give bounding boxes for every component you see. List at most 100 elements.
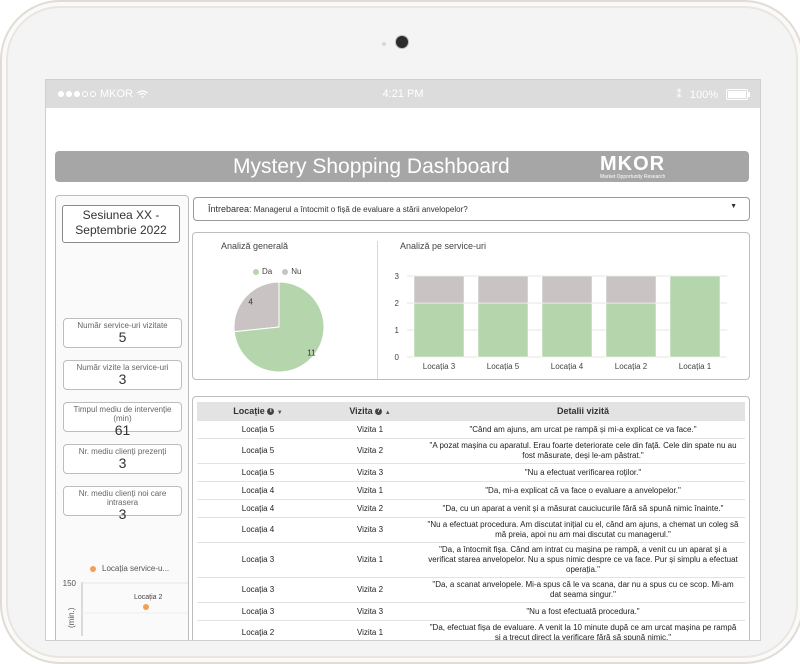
session-selector[interactable]: Sesiunea XX - Septembrie 2022 bbox=[62, 205, 180, 243]
page-title: Mystery Shopping Dashboard bbox=[233, 155, 510, 178]
question-dropdown[interactable]: Întrebarea: Managerul a întocmit o fișă … bbox=[193, 197, 750, 221]
x-tick-label: Locația 3 bbox=[423, 362, 456, 371]
legend-label-da: Da bbox=[262, 267, 273, 276]
help-icon[interactable]: ? bbox=[375, 408, 383, 416]
bar-segment-nu[interactable] bbox=[541, 275, 593, 304]
cell-visit: Vizita 3 bbox=[319, 463, 421, 482]
table-row[interactable]: Locația 3 Vizita 2 "Da, a scanat anvelopel… bbox=[197, 577, 745, 603]
header-label: Detalii vizită bbox=[556, 406, 610, 416]
details-table-panel: Locație i ▼ Vizita ? ▲ Detalii vizită bbox=[192, 396, 750, 640]
logo-mark: MKOR bbox=[600, 153, 666, 175]
cell-details: "Da, a întocmit fișa. Când am intrat cu … bbox=[421, 542, 745, 578]
legend-swatch bbox=[282, 268, 289, 275]
cell-visit: Vizita 3 bbox=[319, 602, 421, 621]
kpi-value: 61 bbox=[114, 422, 131, 438]
front-sensor bbox=[382, 42, 386, 46]
sidebar: Sesiunea XX - Septembrie 2022 Număr serv… bbox=[55, 195, 189, 640]
cell-details: "Nu a fost efectuată procedura." bbox=[421, 602, 745, 621]
info-icon[interactable]: i bbox=[267, 408, 275, 416]
kpi-card: Timpul mediu de intervenție (min) 61 bbox=[63, 402, 182, 438]
x-tick-label: Locația 5 bbox=[487, 362, 520, 371]
cell-location: Locația 3 bbox=[197, 542, 319, 578]
wifi-icon bbox=[137, 90, 148, 98]
cell-location: Locația 4 bbox=[197, 481, 319, 500]
kpi-card: Număr service-uri vizitate 5 bbox=[63, 318, 182, 348]
bar-segment-da[interactable] bbox=[413, 302, 465, 358]
pie-value-label: 4 bbox=[248, 297, 253, 306]
bar-segment-da[interactable] bbox=[477, 302, 529, 358]
cell-details: "Nu a efectuat procedura. Am discutat in… bbox=[421, 517, 745, 543]
kpi-label: Număr vizite la service-uri bbox=[76, 363, 169, 372]
cell-details: "Da, mi-a explicat că va face o evaluare… bbox=[421, 481, 745, 500]
column-header-visit[interactable]: Vizita ? ▲ bbox=[319, 402, 421, 421]
kpi-card: Număr vizite la service-uri 3 bbox=[63, 360, 182, 390]
battery-label: 100% bbox=[689, 88, 718, 101]
table-row[interactable]: Locația 5 Vizita 3 "Nu a efectuat verifica… bbox=[197, 463, 745, 482]
kpi-card: Nr. mediu clienți noi care intrasera 3 bbox=[63, 486, 182, 522]
table-row[interactable]: Locația 5 Vizita 1 "Când am ajuns, am urca… bbox=[197, 420, 745, 439]
mini-ytick: 150 bbox=[63, 579, 77, 588]
table-header-row: Locație i ▼ Vizita ? ▲ Detalii vizită bbox=[197, 402, 745, 421]
carrier-label: MKOR bbox=[100, 88, 133, 100]
mini-chart-legend: Locația service-u... bbox=[90, 564, 169, 573]
cell-location: Locația 2 bbox=[197, 620, 319, 640]
column-header-location[interactable]: Locație i ▼ bbox=[197, 402, 319, 421]
kpi-value: 3 bbox=[118, 506, 127, 522]
dropdown-caret-icon[interactable]: ▼ bbox=[730, 203, 737, 210]
details-table: Locație i ▼ Vizita ? ▲ Detalii vizită bbox=[197, 402, 745, 640]
table-row[interactable]: Locația 4 Vizita 2 "Da, cu un aparat a ven… bbox=[197, 499, 745, 518]
x-tick-label: Locația 4 bbox=[551, 362, 584, 371]
kpi-label: Nr. mediu clienți noi care intrasera bbox=[78, 489, 167, 507]
cell-visit: Vizita 2 bbox=[319, 577, 421, 603]
question-label: Întrebarea: bbox=[208, 204, 252, 214]
legend-item-da[interactable]: Da bbox=[253, 267, 272, 276]
signal-icon bbox=[58, 91, 96, 97]
cell-details: "Nu a efectuat verificarea roților." bbox=[421, 463, 745, 482]
table-row[interactable]: Locația 2 Vizita 1 "Da, efectuat fișa de e… bbox=[197, 620, 745, 640]
sort-down-icon[interactable]: ▼ bbox=[276, 410, 283, 416]
cell-location: Locația 3 bbox=[197, 602, 319, 621]
kpi-card: Nr. mediu clienți prezenți 3 bbox=[63, 444, 182, 474]
cell-visit: Vizita 1 bbox=[319, 481, 421, 500]
bar-chart-title: Analiză pe service-uri bbox=[400, 241, 487, 251]
mini-scatter-chart: 150 (min.) Locația 2 bbox=[63, 579, 188, 636]
charts-panel: Analiză generală Analiză pe service-uri … bbox=[192, 232, 750, 380]
question-value: Managerul a întocmit o fișă de evaluare … bbox=[253, 205, 468, 214]
cell-visit: Vizita 2 bbox=[319, 499, 421, 518]
legend-swatch bbox=[90, 565, 96, 572]
bar-segment-nu[interactable] bbox=[477, 275, 529, 304]
cell-details: "A pozat mașina cu aparatul. Erau foarte… bbox=[421, 438, 745, 464]
legend-swatch bbox=[253, 268, 259, 275]
status-left: MKOR bbox=[58, 88, 148, 100]
front-camera bbox=[396, 36, 408, 48]
bar-segment-da[interactable] bbox=[669, 275, 721, 358]
bar-chart: 0 1 2 3 Locația 3 Locația 5 Locația 4 Locația 2… bbox=[395, 272, 727, 371]
column-header-details[interactable]: Detalii vizită bbox=[421, 402, 745, 421]
status-right: ⁑ 100% bbox=[676, 88, 750, 101]
cell-visit: Vizita 1 bbox=[319, 620, 421, 640]
sort-up-icon[interactable]: ▲ bbox=[384, 410, 391, 416]
bar-segment-nu[interactable] bbox=[413, 275, 465, 304]
table-row[interactable]: Locația 4 Vizita 1 "Da, mi-a explicat că v… bbox=[197, 481, 745, 500]
cell-location: Locația 5 bbox=[197, 463, 319, 482]
bar-segment-da[interactable] bbox=[541, 302, 593, 358]
mini-data-point bbox=[143, 604, 149, 610]
header-label: Vizita bbox=[349, 406, 373, 416]
pie-slice-da[interactable] bbox=[233, 281, 325, 373]
bar-segment-da[interactable] bbox=[605, 302, 657, 358]
legend-item-nu[interactable]: Nu bbox=[282, 267, 301, 276]
table-row[interactable]: Locația 3 Vizita 1 "Da, a întocmit fișa. C… bbox=[197, 542, 745, 578]
y-tick-label: 2 bbox=[395, 299, 400, 308]
cell-details: "Da, efectuat fișa de evaluare. A venit … bbox=[421, 620, 745, 640]
legend-label-nu: Nu bbox=[291, 267, 302, 276]
pie-slice-nu[interactable] bbox=[233, 281, 280, 333]
cell-details: "Da, cu un aparat a venit și a măsurat c… bbox=[421, 499, 745, 518]
table-row[interactable]: Locația 5 Vizita 2 "A pozat mașina cu apar… bbox=[197, 438, 745, 464]
y-tick-label: 0 bbox=[395, 353, 400, 362]
cell-location: Locația 5 bbox=[197, 420, 319, 439]
table-row[interactable]: Locația 4 Vizita 3 "Nu a efectuat procedur… bbox=[197, 517, 745, 543]
bar-segment-nu[interactable] bbox=[605, 275, 657, 304]
table-row[interactable]: Locația 3 Vizita 3 "Nu a fost efectuată pr… bbox=[197, 602, 745, 621]
screen: MKOR 4:21 PM ⁑ 100% Mystery Shopping Das… bbox=[45, 79, 761, 641]
pie-chart: 4 11 bbox=[233, 281, 325, 373]
